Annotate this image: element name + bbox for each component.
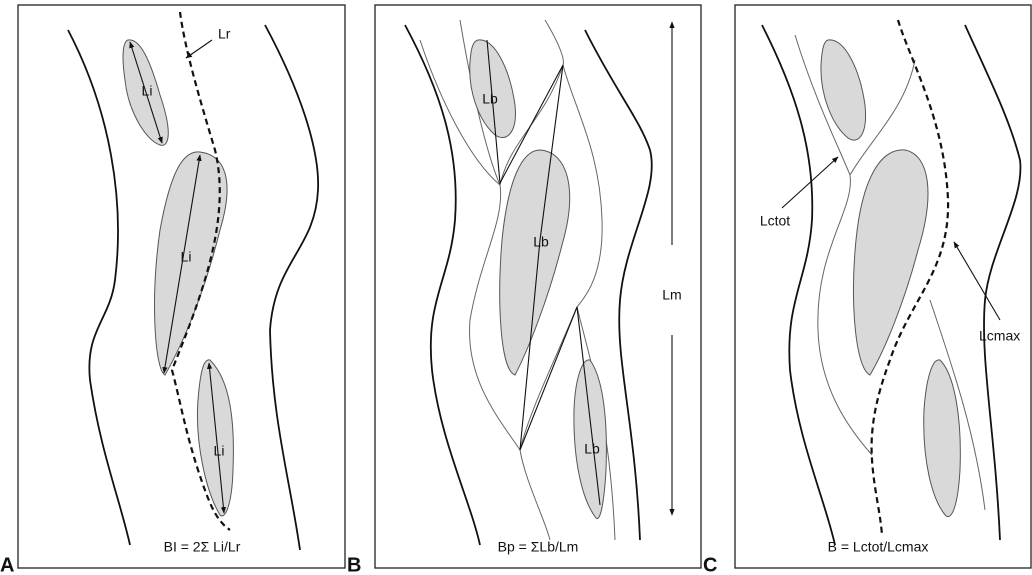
main-channel — [170, 11, 231, 531]
channel — [419, 39, 501, 186]
label: Li — [181, 249, 192, 265]
label: Li — [142, 83, 153, 99]
label: Lctot — [760, 213, 790, 229]
panel-c: Lctot Lcmax B = Lctot/Lcmax C — [703, 4, 1032, 575]
bar — [853, 149, 929, 376]
formula: Bp = ΣLb/Lm — [498, 539, 579, 555]
length-arrow — [206, 362, 227, 514]
river-bank — [404, 24, 481, 546]
leader-arrow — [953, 241, 1001, 321]
bar-lengths — [486, 39, 601, 506]
channel — [794, 34, 873, 456]
channel — [459, 19, 551, 541]
panel-b: Lb Lb Lb Lm Bp = ΣLb/Lm B — [347, 4, 702, 575]
panel-letter: C — [703, 554, 717, 575]
channel — [929, 299, 986, 511]
bar — [499, 149, 571, 376]
panel-letter: A — [0, 554, 14, 575]
label: Lcmax — [979, 328, 1020, 344]
length-arrow — [162, 154, 202, 374]
channel — [849, 59, 916, 176]
length-arrow — [129, 41, 163, 144]
bar — [573, 359, 607, 520]
bar — [469, 39, 516, 138]
bar — [923, 359, 961, 518]
bar — [820, 39, 867, 141]
river-bank — [964, 24, 1022, 541]
panel-a: Lr Li Li Li BI = 2Σ Li/Lr A — [0, 4, 346, 575]
river-bank — [761, 24, 836, 546]
panel-letter: B — [347, 554, 361, 575]
river-bank — [584, 29, 653, 541]
leader-arrow — [185, 39, 213, 59]
label: Lr — [218, 26, 231, 42]
formula: BI = 2Σ Li/Lr — [164, 539, 241, 555]
river-bank — [264, 24, 319, 551]
label: Lm — [662, 287, 681, 303]
label: Lb — [533, 234, 549, 250]
label: Lb — [482, 91, 498, 107]
label: Lb — [584, 441, 600, 457]
label: Li — [214, 443, 225, 459]
leader-arrow — [781, 156, 839, 209]
main-channel — [870, 19, 950, 536]
river-bank — [67, 29, 131, 546]
formula: B = Lctot/Lcmax — [828, 539, 929, 555]
